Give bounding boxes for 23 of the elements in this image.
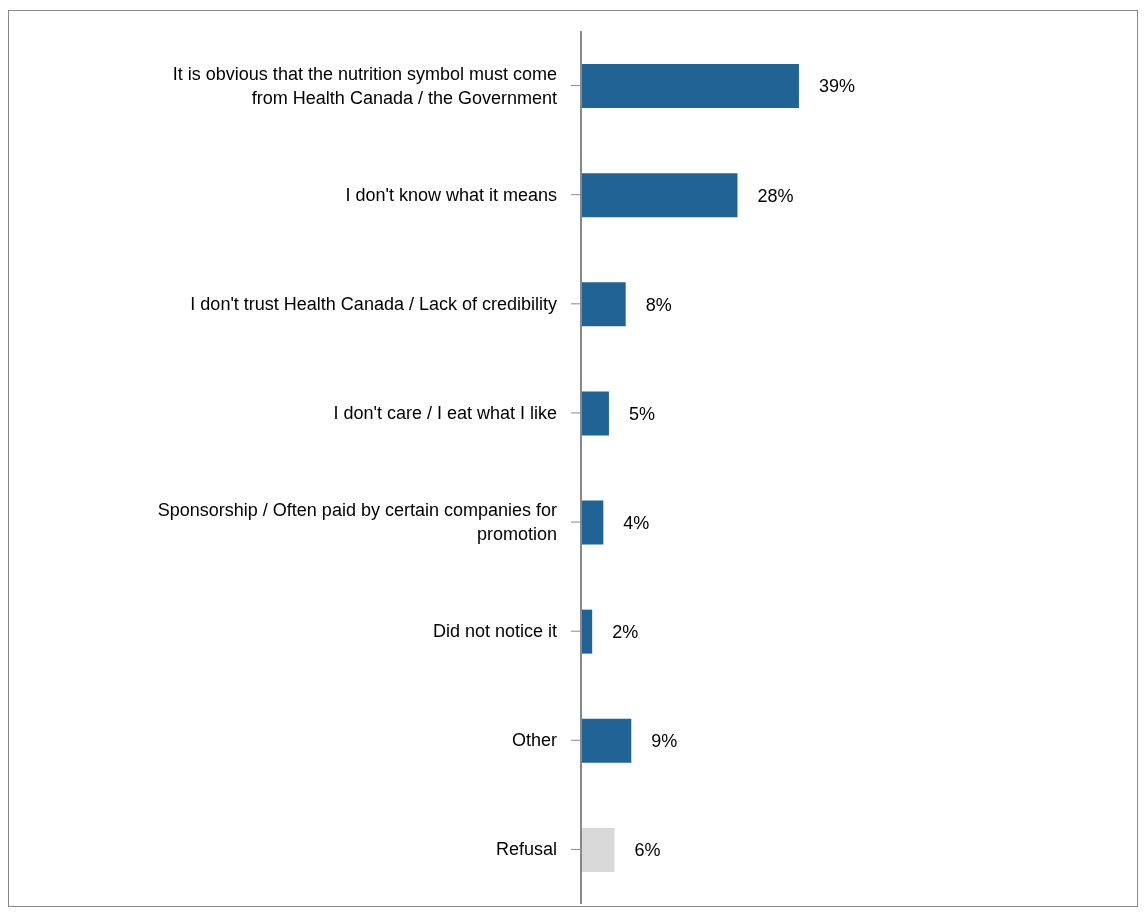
y-tick-label: I don't care / I eat what I like	[333, 402, 557, 423]
data-label: 28%	[757, 185, 794, 206]
bar	[581, 282, 626, 327]
data-label: 2%	[612, 622, 639, 643]
data-label: 4%	[623, 512, 650, 533]
y-tick-label: Did not notice it	[432, 621, 557, 642]
data-label: 9%	[651, 731, 678, 752]
y-tick-label: I don't trust Health Canada / Lack of credibility	[190, 293, 557, 314]
bar	[581, 173, 738, 218]
y-tick-label: It is obvious that the nutrition symbol must come from Health Canada / the Government	[172, 63, 557, 108]
y-tick-label: Refusal	[495, 839, 557, 860]
y-tick-label: Sponsorship / Often paid by certain companies for promotion	[157, 500, 557, 545]
data-label: 39%	[818, 76, 855, 97]
bar	[581, 64, 799, 108]
data-label: 6%	[634, 840, 661, 861]
bar	[581, 718, 632, 763]
bar	[581, 827, 615, 872]
y-tick-label: Other	[511, 730, 557, 751]
bar	[581, 391, 609, 436]
y-tick-label: I don't know what it means	[345, 184, 557, 205]
bar	[581, 500, 604, 545]
data-label: 8%	[645, 294, 672, 315]
data-label: 5%	[628, 403, 655, 424]
